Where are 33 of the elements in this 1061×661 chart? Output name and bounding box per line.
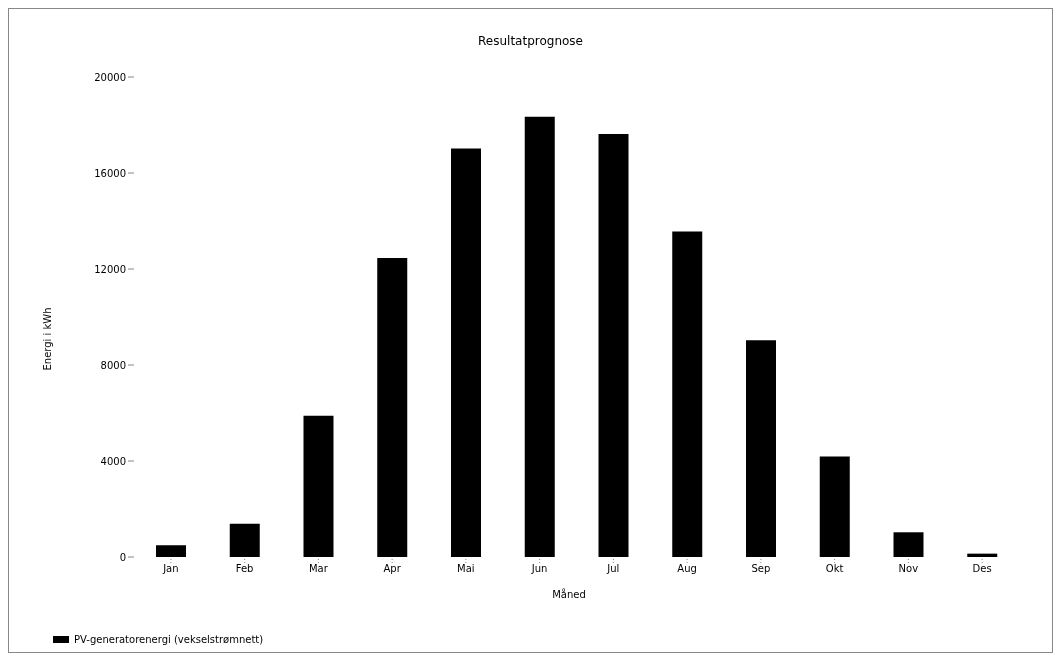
x-axis-title: Måned bbox=[551, 589, 587, 600]
y-tick-label: 4000 bbox=[100, 455, 126, 467]
bar bbox=[819, 456, 850, 557]
bar bbox=[303, 415, 334, 557]
x-tick-label: Jul bbox=[606, 563, 620, 575]
y-axis-title: Energi i kWh bbox=[41, 307, 53, 371]
bar bbox=[451, 148, 481, 557]
y-tick-label: 8000 bbox=[100, 359, 126, 371]
bar bbox=[598, 134, 629, 557]
bar bbox=[672, 231, 703, 557]
y-tick-label: 16000 bbox=[94, 167, 126, 179]
bar bbox=[377, 257, 408, 557]
y-tick-label: 20000 bbox=[94, 71, 126, 83]
legend-label: PV-generatorenergi (vekselstrømnett) bbox=[74, 634, 264, 645]
chart-title: Resultatprognose bbox=[477, 34, 584, 48]
bar bbox=[893, 532, 924, 557]
x-tick-label: Nov bbox=[898, 563, 919, 575]
x-tick-label: Sep bbox=[751, 563, 771, 575]
x-tick-label: Aug bbox=[677, 563, 697, 575]
x-tick-label: Mar bbox=[308, 563, 329, 575]
y-tick-label: 12000 bbox=[94, 263, 126, 275]
y-tick-label: 0 bbox=[119, 551, 126, 563]
x-tick-label: Feb bbox=[235, 563, 254, 575]
bar bbox=[524, 116, 555, 557]
x-tick-label: Jan bbox=[162, 563, 179, 575]
x-tick-label: Des bbox=[972, 563, 992, 575]
x-tick-label: Mai bbox=[457, 563, 475, 575]
x-tick-label: Jun bbox=[530, 563, 548, 575]
bar bbox=[746, 340, 776, 557]
x-tick-label: Apr bbox=[383, 563, 402, 575]
bar bbox=[229, 523, 260, 557]
bar bbox=[156, 545, 186, 557]
x-tick-label: Okt bbox=[825, 563, 844, 575]
